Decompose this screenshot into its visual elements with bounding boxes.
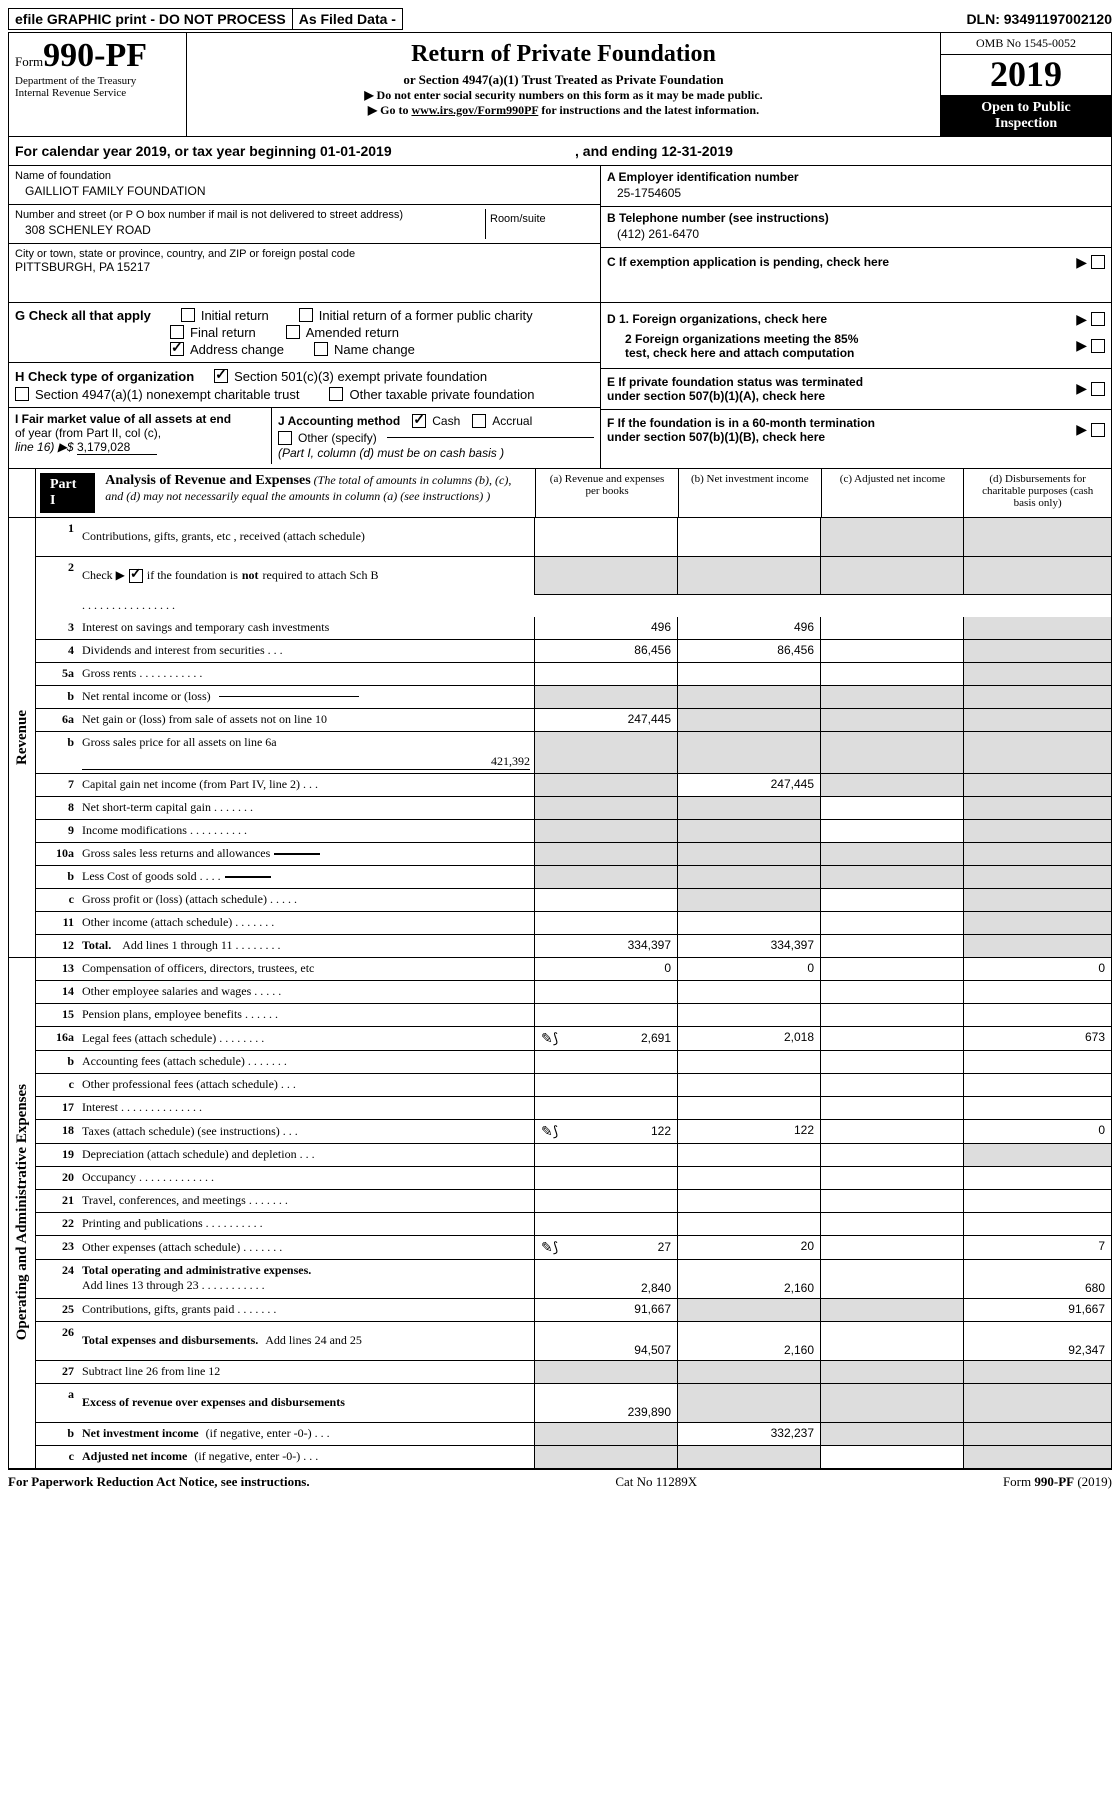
top-bar-left: efile GRAPHIC print - DO NOT PROCESS As … — [8, 8, 403, 30]
city-state-zip: PITTSBURGH, PA 15217 — [15, 260, 594, 274]
section-e: E If private foundation status was termi… — [601, 369, 1111, 410]
form-header: Form990-PF Department of the Treasury In… — [8, 32, 1112, 137]
dln: DLN: 93491197002120 — [966, 11, 1112, 27]
chk-accrual[interactable] — [472, 414, 486, 428]
chk-4947[interactable] — [15, 387, 29, 401]
chk-initial-former[interactable] — [299, 308, 313, 322]
part1-label: Part I — [40, 473, 95, 513]
chk-d2[interactable] — [1091, 339, 1105, 353]
top-bar: efile GRAPHIC print - DO NOT PROCESS As … — [8, 8, 1112, 30]
efile-label: efile GRAPHIC print - DO NOT PROCESS — [8, 8, 293, 30]
street-address: 308 SCHENLEY ROAD — [15, 221, 485, 239]
cat-number: Cat No 11289X — [615, 1474, 697, 1490]
note-link: ▶ Go to www.irs.gov/Form990PF for instru… — [191, 103, 936, 118]
form-number: Form990-PF — [15, 37, 180, 75]
city-cell: City or town, state or province, country… — [9, 244, 600, 303]
chk-name[interactable] — [314, 342, 328, 356]
open-public-badge: Open to PublicInspection — [941, 96, 1111, 136]
info-left: Name of foundation GAILLIOT FAMILY FOUND… — [9, 166, 600, 468]
form-subtitle: or Section 4947(a)(1) Trust Treated as P… — [191, 72, 936, 88]
part1-title: Analysis of Revenue and Expenses (The to… — [99, 469, 535, 517]
attach-icon[interactable]: ✎⟆ — [541, 1239, 558, 1256]
attach-icon[interactable]: ✎⟆ — [541, 1123, 558, 1140]
phone-cell: B Telephone number (see instructions) (4… — [601, 207, 1111, 248]
section-g: G Check all that apply Initial return In… — [9, 303, 600, 363]
col-a-header: (a) Revenue and expenses per books — [535, 469, 678, 517]
attach-icon[interactable]: ✎⟆ — [541, 1030, 558, 1047]
chk-other-tax[interactable] — [329, 387, 343, 401]
chk-schb[interactable] — [129, 569, 143, 583]
dept-treasury: Department of the Treasury — [15, 75, 180, 87]
section-ij: I Fair market value of all assets at end… — [9, 408, 600, 464]
chk-initial[interactable] — [181, 308, 195, 322]
fmv-value: 3,179,028 — [77, 440, 157, 455]
chk-amended[interactable] — [286, 325, 300, 339]
expenses-section: Operating and Administrative Expenses 13… — [8, 958, 1112, 1469]
col-c-header: (c) Adjusted net income — [821, 469, 964, 517]
form-footer: Form 990-PF (2019) — [1003, 1474, 1112, 1490]
dept-irs: Internal Revenue Service — [15, 87, 180, 99]
foundation-name: GAILLIOT FAMILY FOUNDATION — [15, 182, 594, 200]
section-f: F If the foundation is in a 60-month ter… — [601, 410, 1111, 468]
header-right: OMB No 1545-0052 2019 Open to PublicInsp… — [941, 33, 1111, 136]
chk-final[interactable] — [170, 325, 184, 339]
section-c: C If exemption application is pending, c… — [601, 248, 1111, 303]
header-center: Return of Private Foundation or Section … — [187, 33, 941, 136]
chk-e[interactable] — [1091, 382, 1105, 396]
chk-c[interactable] — [1091, 255, 1105, 269]
chk-cash[interactable] — [412, 414, 426, 428]
paperwork-notice: For Paperwork Reduction Act Notice, see … — [8, 1474, 310, 1490]
chk-f[interactable] — [1091, 423, 1105, 437]
asfiled-label: As Filed Data - — [293, 8, 403, 30]
expenses-label: Operating and Administrative Expenses — [9, 958, 36, 1468]
foundation-name-cell: Name of foundation GAILLIOT FAMILY FOUND… — [9, 166, 600, 205]
chk-other-method[interactable] — [278, 431, 292, 445]
phone-value: (412) 261-6470 — [607, 225, 1105, 243]
room-suite-label: Room/suite — [486, 209, 594, 239]
calendar-year-row: For calendar year 2019, or tax year begi… — [8, 137, 1112, 166]
info-grid: Name of foundation GAILLIOT FAMILY FOUND… — [8, 166, 1112, 469]
ein-value: 25-1754605 — [607, 184, 1105, 202]
irs-link[interactable]: www.irs.gov/Form990PF — [411, 103, 538, 117]
header-left: Form990-PF Department of the Treasury In… — [9, 33, 187, 136]
section-h: H Check type of organization Section 501… — [9, 363, 600, 408]
form-title: Return of Private Foundation — [191, 41, 936, 68]
part1-header: Part I Analysis of Revenue and Expenses … — [8, 469, 1112, 518]
tax-year: 2019 — [941, 55, 1111, 96]
revenue-section: Revenue 1Contributions, gifts, grants, e… — [8, 518, 1112, 958]
info-right: A Employer identification number 25-1754… — [600, 166, 1111, 468]
note-ssn: ▶ Do not enter social security numbers o… — [191, 88, 936, 103]
chk-address[interactable] — [170, 342, 184, 356]
revenue-label: Revenue — [9, 518, 36, 957]
address-cell: Number and street (or P O box number if … — [9, 205, 600, 244]
section-d: D 1. Foreign organizations, check here ▶… — [601, 303, 1111, 369]
col-b-header: (b) Net investment income — [678, 469, 821, 517]
page-footer: For Paperwork Reduction Act Notice, see … — [8, 1469, 1112, 1490]
col-d-header: (d) Disbursements for charitable purpose… — [963, 469, 1111, 517]
ein-cell: A Employer identification number 25-1754… — [601, 166, 1111, 207]
chk-d1[interactable] — [1091, 312, 1105, 326]
chk-501c3[interactable] — [214, 369, 228, 383]
omb-number: OMB No 1545-0052 — [941, 33, 1111, 55]
